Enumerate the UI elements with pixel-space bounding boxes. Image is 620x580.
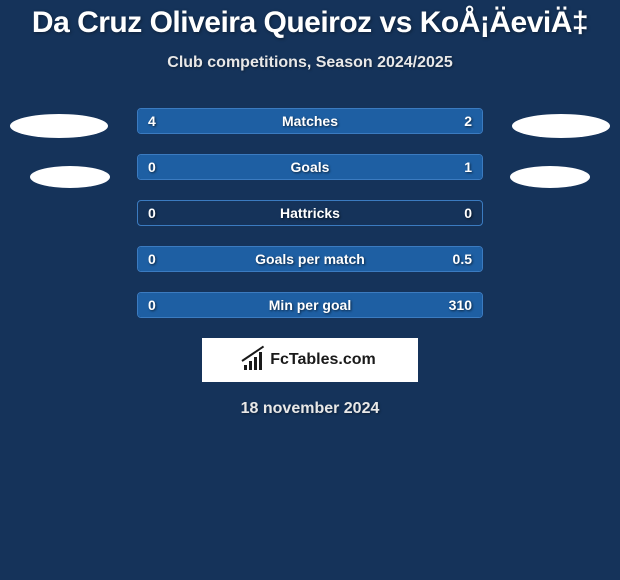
- stat-row: 42Matches: [137, 108, 483, 134]
- brand-text: FcTables.com: [270, 351, 376, 369]
- stats-area: 42Matches 01Goals 0 0Hattricks 00.5Goals per…: [0, 108, 620, 318]
- bar-right: [138, 247, 482, 271]
- player-left-ellipse-bottom: [30, 166, 110, 188]
- stat-row: 0310Min per goal: [137, 292, 483, 318]
- page-subtitle: Club competitions, Season 2024/2025: [0, 54, 620, 72]
- player-right-ellipse-bottom: [510, 166, 590, 188]
- player-right-ellipse-top: [512, 114, 610, 138]
- stat-row: 0 0Hattricks: [137, 200, 483, 226]
- bar-right: [207, 109, 482, 133]
- page-title: Da Cruz Oliveira Queiroz vs KoÅ¡ÄeviÄ‡: [0, 0, 620, 40]
- bar-left: [138, 109, 207, 133]
- bar-right: [138, 155, 482, 179]
- stat-value-right: 0: [464, 201, 472, 225]
- footer-date: 18 november 2024: [0, 400, 620, 418]
- brand-box: FcTables.com: [202, 338, 418, 382]
- stat-row: 00.5Goals per match: [137, 246, 483, 272]
- player-left-ellipse-top: [10, 114, 108, 138]
- stat-label: Hattricks: [138, 201, 482, 225]
- barchart-icon: [244, 350, 264, 370]
- stat-value-left: 0: [148, 201, 156, 225]
- stat-row: 01Goals: [137, 154, 483, 180]
- bar-right: [138, 293, 482, 317]
- stat-rows-container: 42Matches 01Goals 0 0Hattricks 00.5Goals per…: [137, 108, 483, 318]
